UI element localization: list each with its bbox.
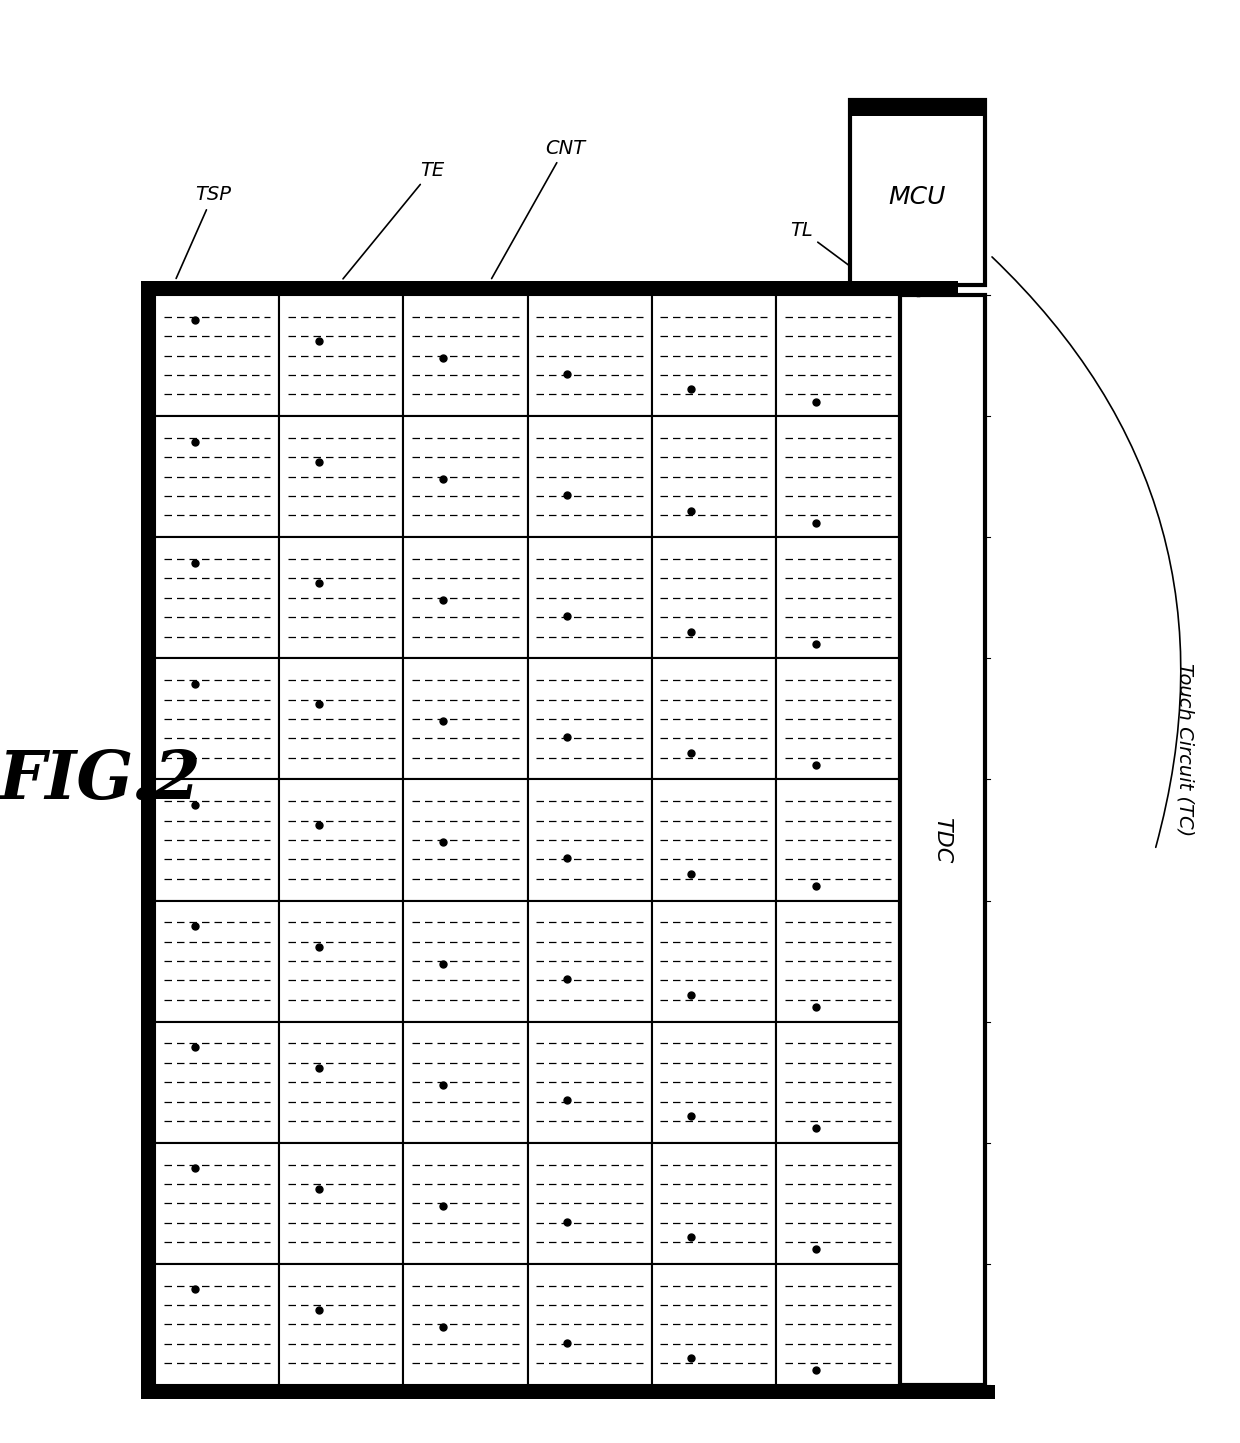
- Bar: [652, 779, 776, 900]
- Bar: [279, 416, 403, 537]
- Bar: [403, 1143, 527, 1264]
- Bar: [155, 1264, 279, 1385]
- Bar: [776, 537, 900, 658]
- Bar: [527, 1143, 652, 1264]
- Bar: [141, 281, 155, 1400]
- Bar: [155, 779, 279, 900]
- Bar: [527, 779, 652, 900]
- Bar: [527, 537, 652, 658]
- Bar: [652, 658, 776, 779]
- Bar: [279, 294, 403, 416]
- Bar: [776, 658, 900, 779]
- Bar: [155, 1022, 279, 1143]
- Text: TE: TE: [343, 160, 444, 278]
- Bar: [279, 1022, 403, 1143]
- Text: TL: TL: [790, 221, 868, 280]
- Text: TDC: TDC: [932, 817, 952, 863]
- Text: FIG.2: FIG.2: [0, 747, 201, 812]
- Text: CNT: CNT: [491, 139, 585, 278]
- Bar: [155, 1143, 279, 1264]
- Text: Touch Circuit (TC): Touch Circuit (TC): [1176, 664, 1194, 837]
- Bar: [527, 900, 652, 1022]
- Bar: [403, 1264, 527, 1385]
- Bar: [141, 1385, 994, 1400]
- Bar: [776, 900, 900, 1022]
- Bar: [403, 416, 527, 537]
- Bar: [776, 1022, 900, 1143]
- Bar: [527, 294, 652, 416]
- Bar: [403, 537, 527, 658]
- Bar: [776, 416, 900, 537]
- Text: TSP: TSP: [176, 186, 231, 278]
- Bar: [279, 900, 403, 1022]
- Bar: [652, 1022, 776, 1143]
- Bar: [652, 537, 776, 658]
- Bar: [776, 779, 900, 900]
- Bar: [279, 779, 403, 900]
- Bar: [155, 294, 279, 416]
- Bar: [900, 294, 985, 1385]
- Bar: [279, 1264, 403, 1385]
- Bar: [652, 1264, 776, 1385]
- Bar: [849, 100, 985, 115]
- Bar: [527, 1022, 652, 1143]
- Bar: [527, 416, 652, 537]
- Bar: [403, 779, 527, 900]
- Bar: [527, 1264, 652, 1385]
- Bar: [878, 281, 957, 294]
- Bar: [155, 900, 279, 1022]
- Bar: [849, 100, 985, 286]
- Bar: [652, 1143, 776, 1264]
- Bar: [652, 416, 776, 537]
- Bar: [403, 900, 527, 1022]
- Bar: [155, 537, 279, 658]
- Bar: [776, 294, 900, 416]
- Bar: [279, 537, 403, 658]
- Bar: [155, 658, 279, 779]
- Bar: [652, 900, 776, 1022]
- Bar: [527, 658, 652, 779]
- Bar: [279, 658, 403, 779]
- Bar: [155, 416, 279, 537]
- Bar: [652, 294, 776, 416]
- Bar: [776, 1264, 900, 1385]
- Bar: [141, 281, 900, 294]
- Bar: [403, 294, 527, 416]
- Text: MCU: MCU: [889, 186, 946, 209]
- Bar: [403, 1022, 527, 1143]
- Bar: [403, 658, 527, 779]
- Bar: [776, 1143, 900, 1264]
- Bar: [279, 1143, 403, 1264]
